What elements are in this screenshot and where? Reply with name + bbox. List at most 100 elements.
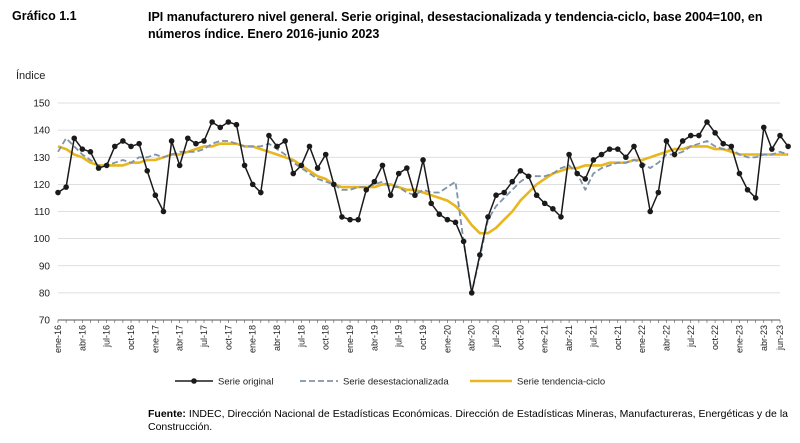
x-tick-label: abr-21 xyxy=(564,325,574,351)
data-point xyxy=(55,189,61,196)
data-point xyxy=(485,214,491,220)
x-tick-label: jul-22 xyxy=(686,325,696,348)
data-point xyxy=(176,162,183,169)
data-point xyxy=(144,168,151,174)
data-point xyxy=(712,130,718,136)
data-point xyxy=(744,187,751,193)
data-point xyxy=(428,200,434,207)
x-tick-label: abr-22 xyxy=(661,325,671,351)
data-point xyxy=(460,238,467,245)
data-point xyxy=(728,143,735,150)
data-point xyxy=(371,178,378,185)
y-tick-label: 90 xyxy=(39,261,51,272)
data-point xyxy=(501,189,507,196)
data-point xyxy=(785,143,791,150)
data-point xyxy=(517,168,524,174)
data-point xyxy=(631,143,637,150)
data-point xyxy=(233,121,240,128)
y-tick-label: 130 xyxy=(33,153,50,164)
data-point xyxy=(769,146,775,152)
data-point xyxy=(387,192,394,199)
x-tick-label: ene-21 xyxy=(540,325,550,353)
data-point xyxy=(225,119,232,125)
data-point xyxy=(412,192,418,199)
x-tick-label: ene-22 xyxy=(637,325,647,353)
data-point xyxy=(201,138,207,144)
data-point xyxy=(249,181,256,188)
x-tick-label: jul-18 xyxy=(296,325,306,348)
legend-label-2: Serie tendencia-ciclo xyxy=(517,377,605,388)
line-chart: Índice 70 80 90 100 110 120 130 140 150 ene-16 ab… xyxy=(16,69,791,388)
y-tick-label: 140 xyxy=(33,126,50,137)
y-tick-label: 80 xyxy=(39,288,51,299)
data-point xyxy=(193,140,199,147)
data-point xyxy=(493,192,499,199)
y-tick-label: 100 xyxy=(33,234,50,245)
legend-marker xyxy=(191,378,197,384)
y-axis-ticks: 70 80 90 100 110 120 130 140 150 xyxy=(33,99,50,327)
chart-title: IPI manufacturero nivel general. Serie o… xyxy=(148,10,763,41)
y-tick-label: 110 xyxy=(34,207,50,218)
x-tick-label: ene-16 xyxy=(53,325,63,353)
x-tick-label: jul-20 xyxy=(491,325,501,348)
data-point xyxy=(347,216,353,223)
x-tick-label: abr-23 xyxy=(759,325,769,351)
series-line-2 xyxy=(57,142,789,235)
data-point xyxy=(120,138,126,144)
source-label: Fuente: xyxy=(148,408,186,420)
data-point xyxy=(306,143,313,150)
x-tick-label: jul-16 xyxy=(102,325,112,348)
x-tick-label: oct-19 xyxy=(418,325,428,350)
x-axis: ene-16 abr-16 jul-16 oct-16 ene-17 abr-17 jul-… xyxy=(53,319,785,353)
data-point xyxy=(777,132,783,139)
x-tick-label: oct-16 xyxy=(126,325,136,350)
grid-lines xyxy=(58,102,780,294)
x-tick-label: abr-17 xyxy=(175,325,185,351)
data-point xyxy=(687,132,694,139)
data-point xyxy=(217,124,224,131)
figure-label: Gráfico 1.1 xyxy=(12,9,77,23)
source-text: INDEC, Dirección Nacional de Estadística… xyxy=(148,408,788,433)
data-point xyxy=(436,211,443,218)
data-point xyxy=(282,138,288,144)
data-point xyxy=(736,170,743,177)
data-point xyxy=(290,170,297,177)
data-point xyxy=(452,219,459,226)
x-tick-label: ene-18 xyxy=(248,325,258,353)
x-tick-label: oct-21 xyxy=(613,325,623,350)
data-point xyxy=(477,252,483,258)
data-point xyxy=(95,165,102,171)
data-point xyxy=(663,138,670,144)
x-tick-label: abr-20 xyxy=(467,325,477,351)
data-point xyxy=(331,181,337,188)
x-tick-label: abr-16 xyxy=(77,325,87,351)
data-point xyxy=(752,195,759,201)
x-tick-label: ene-19 xyxy=(345,325,355,353)
data-point xyxy=(184,135,191,142)
data-point xyxy=(509,178,516,185)
y-tick-label: 70 xyxy=(39,316,51,327)
data-point xyxy=(136,140,142,147)
data-point xyxy=(152,192,159,199)
data-point xyxy=(266,132,272,139)
x-tick-label: ene-20 xyxy=(442,325,452,353)
data-point xyxy=(590,157,597,163)
y-axis-label: Índice xyxy=(16,69,45,82)
data-point xyxy=(87,149,94,155)
data-point xyxy=(760,124,767,131)
data-point xyxy=(71,135,78,142)
y-tick-label: 120 xyxy=(33,180,50,191)
data-point xyxy=(606,146,613,152)
source-note: Fuente: INDEC, Dirección Nacional de Est… xyxy=(148,408,788,434)
data-point xyxy=(111,143,118,150)
data-point xyxy=(720,140,727,147)
x-tick-label: ene-23 xyxy=(734,325,744,353)
data-point xyxy=(258,189,264,196)
x-tick-label: jul-17 xyxy=(199,325,209,348)
data-point xyxy=(322,151,329,158)
data-point xyxy=(541,200,548,207)
data-point xyxy=(339,214,345,220)
data-point xyxy=(566,151,572,158)
data-point xyxy=(671,151,678,158)
